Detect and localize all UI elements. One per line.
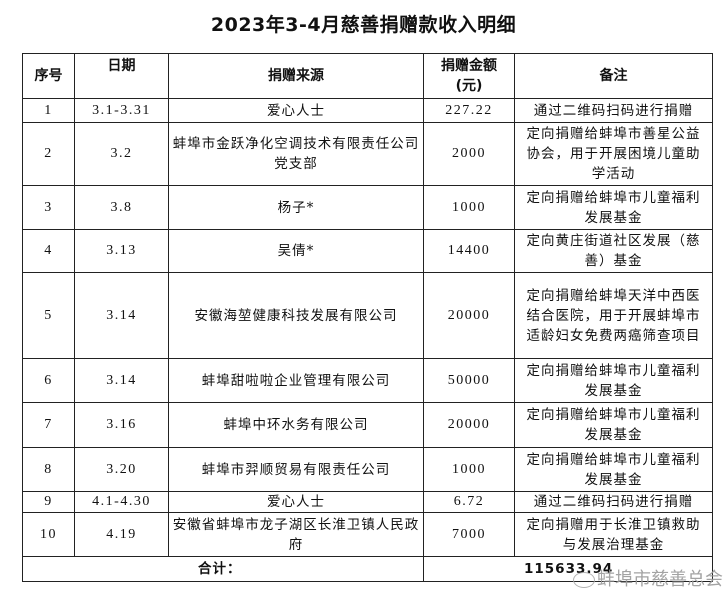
cell-date: 3.16 <box>74 402 169 448</box>
total-row: 合计： 115633.94 <box>22 556 713 582</box>
cell-note: 定向捐赠给蚌埠市儿童福利发展基金 <box>514 358 713 403</box>
cell-index: 8 <box>22 447 75 492</box>
cell-amount: 7000 <box>423 512 515 557</box>
cell-date: 3.14 <box>74 358 169 403</box>
header-amount-line2: (元) <box>455 78 483 94</box>
table-row: 5 3.14 安徽海堃健康科技发展有限公司 20000 定向捐赠给蚌埠天洋中西医结合医院… <box>22 272 713 359</box>
header-date: 日期 <box>74 53 169 99</box>
cell-source: 爱心人士 <box>168 98 424 123</box>
cell-source: 杨子* <box>168 185 424 230</box>
cell-source: 蚌埠中环水务有限公司 <box>168 402 424 448</box>
cell-index: 3 <box>22 185 75 230</box>
cell-index: 7 <box>22 402 75 448</box>
total-label: 合计： <box>22 556 424 582</box>
cell-date: 3.2 <box>74 122 169 186</box>
cell-note: 定向黄庄街道社区发展（慈善）基金 <box>514 229 713 273</box>
cell-source: 安徽省蚌埠市龙子湖区长淮卫镇人民政府 <box>168 512 424 557</box>
cell-note: 定向捐赠给蚌埠天洋中西医结合医院，用于开展蚌埠市适龄妇女免费两癌筛查项目 <box>514 272 713 359</box>
header-source: 捐赠来源 <box>168 53 424 99</box>
cell-source: 蚌埠市金跃净化空调技术有限责任公司党支部 <box>168 122 424 186</box>
table-row: 6 3.14 蚌埠甜啦啦企业管理有限公司 50000 定向捐赠给蚌埠市儿童福利发展基金 <box>22 358 713 403</box>
cell-amount: 227.22 <box>423 98 515 123</box>
cell-date: 4.1-4.30 <box>74 491 169 513</box>
cell-note: 通过二维码扫码进行捐赠 <box>514 491 713 513</box>
cell-source: 蚌埠市羿顺贸易有限责任公司 <box>168 447 424 492</box>
cell-date: 3.14 <box>74 272 169 359</box>
cell-source: 蚌埠甜啦啦企业管理有限公司 <box>168 358 424 403</box>
cell-amount: 1000 <box>423 185 515 230</box>
table-row: 4 3.13 吴倩* 14400 定向黄庄街道社区发展（慈善）基金 <box>22 229 713 273</box>
cell-amount: 2000 <box>423 122 515 186</box>
cell-date: 3.1-3.31 <box>74 98 169 123</box>
header-note: 备注 <box>514 53 713 99</box>
table-row: 7 3.16 蚌埠中环水务有限公司 20000 定向捐赠给蚌埠市儿童福利发展基金 <box>22 402 713 448</box>
cell-index: 10 <box>22 512 75 557</box>
cell-index: 4 <box>22 229 75 273</box>
cell-index: 2 <box>22 122 75 186</box>
cell-date: 3.8 <box>74 185 169 230</box>
cell-note: 通过二维码扫码进行捐赠 <box>514 98 713 123</box>
cell-amount: 50000 <box>423 358 515 403</box>
cell-amount: 1000 <box>423 447 515 492</box>
cell-note: 定向捐赠给蚌埠市儿童福利发展基金 <box>514 447 713 492</box>
header-amount-line1: 捐赠金额 <box>441 58 497 74</box>
cell-amount: 20000 <box>423 402 515 448</box>
header-index: 序号 <box>22 53 75 99</box>
cell-amount: 6.72 <box>423 491 515 513</box>
cell-index: 9 <box>22 491 75 513</box>
table-row: 10 4.19 安徽省蚌埠市龙子湖区长淮卫镇人民政府 7000 定向捐赠用于长淮卫镇救助… <box>22 512 713 557</box>
cell-source: 吴倩* <box>168 229 424 273</box>
cell-date: 4.19 <box>74 512 169 557</box>
watermark: 蚌埠市慈善总会 <box>573 565 723 591</box>
cell-source: 安徽海堃健康科技发展有限公司 <box>168 272 424 359</box>
table-row: 2 3.2 蚌埠市金跃净化空调技术有限责任公司党支部 2000 定向捐赠给蚌埠市善星公益… <box>22 122 713 186</box>
watermark-text: 蚌埠市慈善总会 <box>597 569 723 590</box>
cell-index: 5 <box>22 272 75 359</box>
header-row: 序号 日期 捐赠来源 捐赠金额 (元) 备注 <box>22 53 713 99</box>
cell-note: 定向捐赠给蚌埠市善星公益协会，用于开展困境儿童助学活动 <box>514 122 713 186</box>
header-amount: 捐赠金额 (元) <box>423 53 515 99</box>
cell-source: 爱心人士 <box>168 491 424 513</box>
total-amount: 115633.94 <box>423 556 713 582</box>
cell-amount: 20000 <box>423 272 515 359</box>
donation-table: 序号 日期 捐赠来源 捐赠金额 (元) 备注 1 3.1-3.31 爱心人士 227.2… <box>22 53 713 582</box>
table-row: 1 3.1-3.31 爱心人士 227.22 通过二维码扫码进行捐赠 <box>22 98 713 123</box>
wechat-icon <box>573 572 595 588</box>
cell-note: 定向捐赠用于长淮卫镇救助与发展治理基金 <box>514 512 713 557</box>
cell-index: 1 <box>22 98 75 123</box>
cell-index: 6 <box>22 358 75 403</box>
page-title: 2023年3-4月慈善捐赠款收入明细 <box>210 14 517 36</box>
cell-note: 定向捐赠给蚌埠市儿童福利发展基金 <box>514 402 713 448</box>
cell-date: 3.20 <box>74 447 169 492</box>
cell-amount: 14400 <box>423 229 515 273</box>
cell-date: 3.13 <box>74 229 169 273</box>
table-row: 9 4.1-4.30 爱心人士 6.72 通过二维码扫码进行捐赠 <box>22 491 713 513</box>
table-row: 8 3.20 蚌埠市羿顺贸易有限责任公司 1000 定向捐赠给蚌埠市儿童福利发展基金 <box>22 447 713 492</box>
cell-note: 定向捐赠给蚌埠市儿童福利发展基金 <box>514 185 713 230</box>
table-row: 3 3.8 杨子* 1000 定向捐赠给蚌埠市儿童福利发展基金 <box>22 185 713 230</box>
